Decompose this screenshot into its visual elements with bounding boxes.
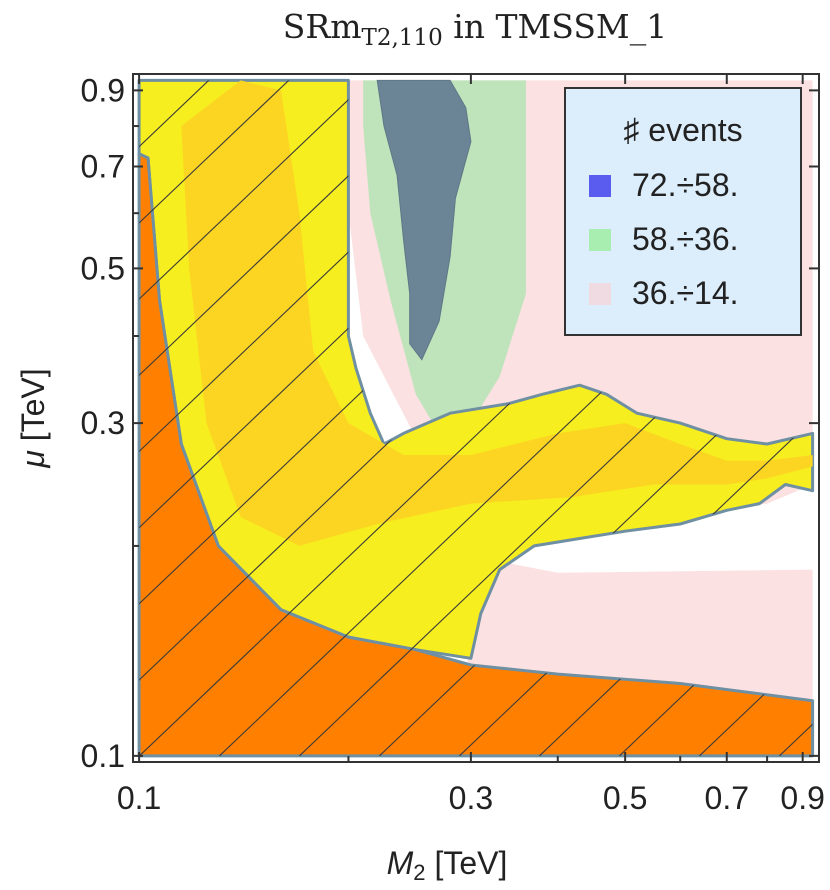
contour-regions bbox=[137, 78, 815, 758]
x-axis-label: M2 [TeV] bbox=[387, 845, 508, 885]
legend-label-36-14: 36.÷14. bbox=[632, 275, 739, 311]
legend-label-58-36: 58.÷36. bbox=[632, 221, 739, 257]
axis-ticks: 0.1 0.3 0.5 0.7 0.9 0.1 0.3 0.5 0.7 0.9 bbox=[81, 72, 825, 816]
legend-swatch-72-58 bbox=[589, 175, 611, 197]
x-tick-label: 0.5 bbox=[603, 780, 647, 816]
legend: ♯ events 72.÷58. 58.÷36. 36.÷14. bbox=[564, 87, 802, 336]
legend-label-72-58: 72.÷58. bbox=[632, 167, 739, 203]
y-tick-label: 0.7 bbox=[81, 148, 125, 184]
region-orange-excluded bbox=[137, 152, 815, 758]
legend-title: ♯ events bbox=[623, 112, 742, 148]
x-tick-label: 0.9 bbox=[780, 780, 824, 816]
x-tick-label: 0.1 bbox=[117, 780, 161, 816]
x-tick-label: 0.3 bbox=[449, 780, 493, 816]
y-tick-label: 0.3 bbox=[81, 405, 125, 441]
hatch-line bbox=[212, 80, 813, 756]
plot-frame bbox=[132, 73, 820, 763]
legend-swatch-58-36 bbox=[589, 229, 611, 251]
region-yellow-inner bbox=[181, 80, 813, 546]
hatch-line bbox=[139, 80, 456, 756]
chart-title: SRmT2,110 in TMSSM_1 bbox=[283, 7, 667, 51]
y-tick-label: 0.9 bbox=[81, 72, 125, 108]
y-axis-label: μ [TeV] bbox=[15, 368, 51, 468]
hatch-line bbox=[139, 80, 376, 756]
y-tick-label: 0.1 bbox=[81, 738, 125, 774]
region-events-72-58 bbox=[376, 79, 472, 361]
hatch-line bbox=[139, 80, 296, 756]
legend-swatch-36-14 bbox=[589, 283, 611, 305]
hatch-line bbox=[292, 80, 813, 756]
x-tick-label: 0.7 bbox=[705, 780, 749, 816]
y-tick-label: 0.5 bbox=[81, 250, 125, 286]
